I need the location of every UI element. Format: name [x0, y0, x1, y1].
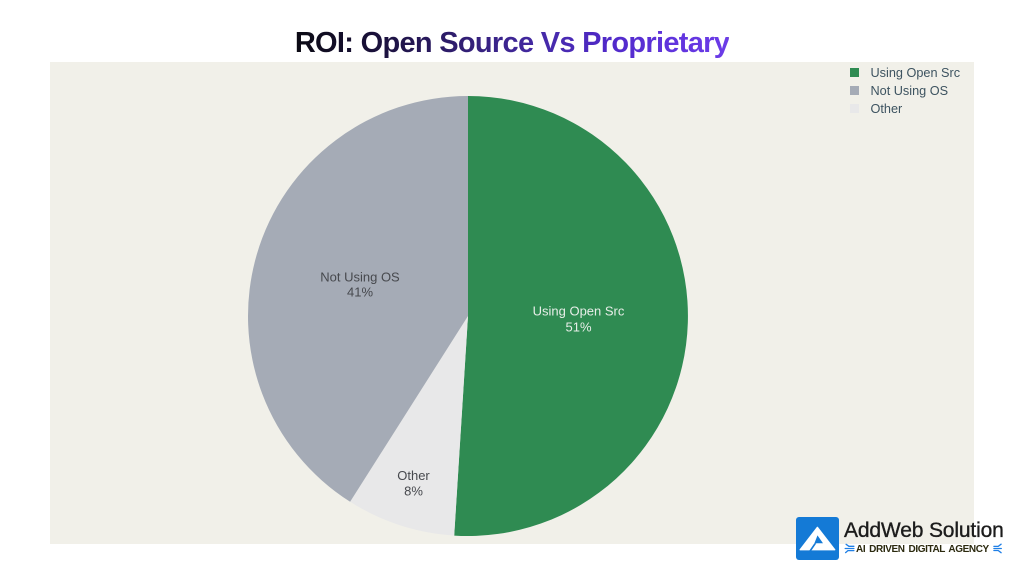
svg-text:Using Open Src: Using Open Src — [533, 304, 625, 319]
svg-text:Other: Other — [397, 468, 430, 483]
svg-text:41%: 41% — [347, 285, 373, 300]
svg-text:8%: 8% — [404, 484, 423, 499]
svg-text:Not Using OS: Not Using OS — [320, 270, 400, 285]
svg-text:51%: 51% — [565, 320, 591, 335]
